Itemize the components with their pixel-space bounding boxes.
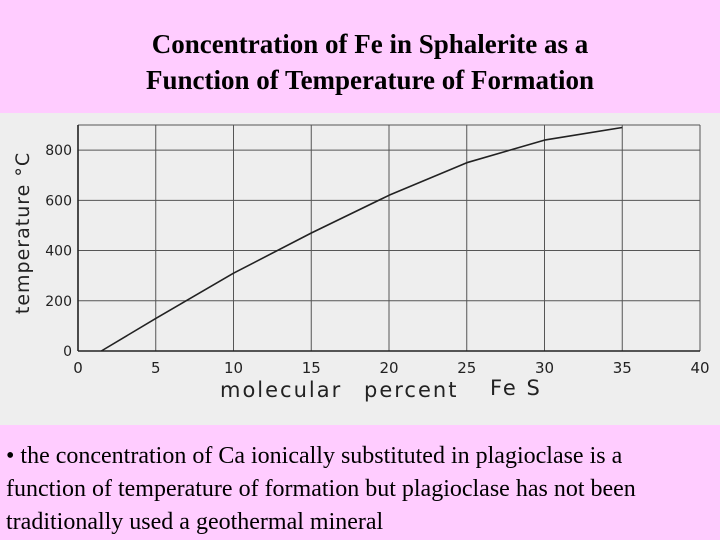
x-tick-label: 20 xyxy=(379,359,398,377)
y-tick-label: 600 xyxy=(45,193,72,209)
x-axis-label-word-2: percent xyxy=(364,378,458,402)
x-tick-label: 35 xyxy=(613,359,632,377)
bullet-text: • the concentration of Ca ionically subs… xyxy=(6,443,636,535)
x-tick-label: 0 xyxy=(73,359,83,377)
slide-title-line-1: Concentration of Fe in Sphalerite as a xyxy=(151,29,589,59)
slide-title-line-2: Function of Temperature of Formation xyxy=(146,65,594,95)
x-axis-label-word-1: molecular xyxy=(220,378,342,402)
y-tick-label: 0 xyxy=(63,344,72,360)
x-tick-label: 30 xyxy=(535,359,554,377)
x-tick-label: 5 xyxy=(151,359,161,377)
y-tick-label: 400 xyxy=(45,244,72,260)
x-tick-label: 40 xyxy=(690,359,709,377)
x-axis-label-word-3: Fe S xyxy=(490,376,542,400)
x-tick-label: 25 xyxy=(457,359,476,377)
y-tick-label: 200 xyxy=(45,294,72,310)
x-tick-label: 10 xyxy=(224,359,243,377)
y-tick-label: 800 xyxy=(45,143,72,159)
x-tick-label: 15 xyxy=(302,359,321,377)
chart-panel: 0 5 10 15 20 25 30 35 40 0 200 400 600 800 molecular pe… xyxy=(0,113,720,425)
y-axis-label: temperature °C xyxy=(12,152,34,314)
slide-title: Concentration of Fe in Sphalerite as a F… xyxy=(0,26,720,98)
series-line xyxy=(100,126,623,352)
